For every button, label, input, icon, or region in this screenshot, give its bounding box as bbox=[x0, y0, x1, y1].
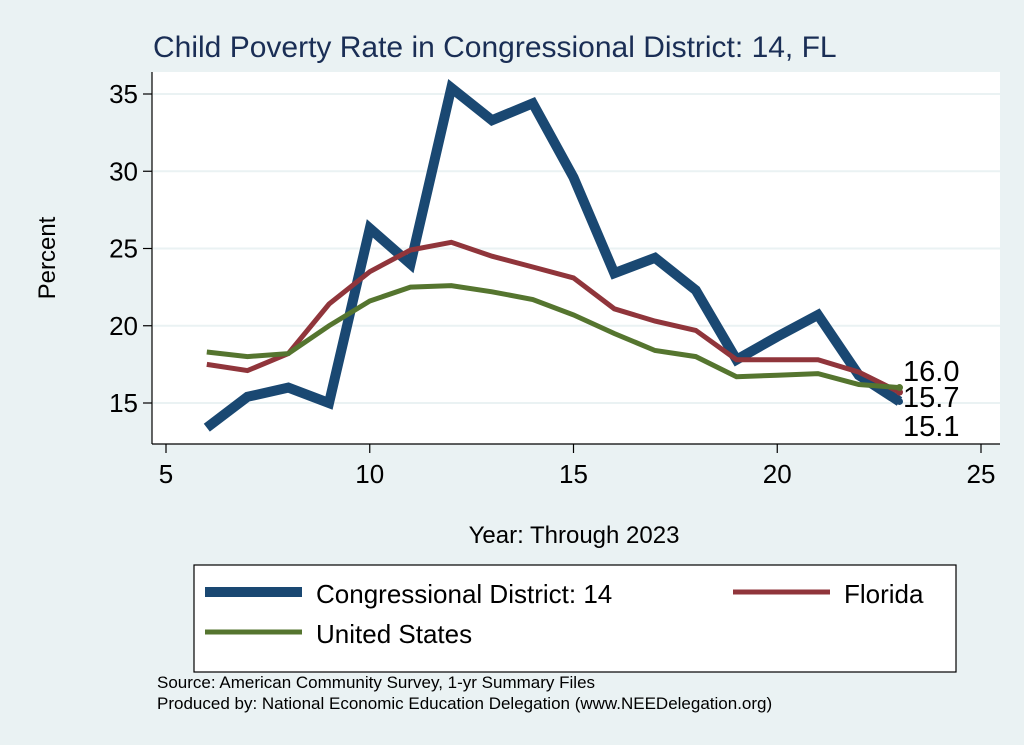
series-line-florida bbox=[206, 239, 901, 395]
y-tick-label: 35 bbox=[109, 79, 138, 109]
legend-label-cd: Congressional District: 14 bbox=[316, 579, 612, 609]
y-tick-label: 30 bbox=[109, 156, 138, 186]
x-tick-label: 25 bbox=[967, 459, 996, 489]
y-axis-label: Percent bbox=[34, 216, 61, 299]
y-ticks: 15 20 25 30 35 bbox=[109, 79, 152, 418]
legend-label-florida: Florida bbox=[844, 579, 924, 609]
series-end-marker bbox=[896, 384, 903, 392]
producer-note: Produced by: National Economic Education… bbox=[157, 694, 772, 713]
chart-title: Child Poverty Rate in Congressional Dist… bbox=[153, 31, 837, 64]
y-tick-label: 25 bbox=[109, 234, 138, 264]
series-line-congressional-district-14 bbox=[203, 78, 903, 432]
y-tick-label: 15 bbox=[109, 388, 138, 418]
x-axis-label: Year: Through 2023 bbox=[469, 522, 680, 549]
end-label-florida: 15.7 bbox=[903, 382, 959, 414]
gridlines bbox=[153, 93, 1000, 404]
y-tick-label: 20 bbox=[109, 311, 138, 341]
series-lines bbox=[203, 78, 903, 432]
legend-label-us: United States bbox=[316, 619, 472, 649]
legend: Congressional District: 14 Florida Unite… bbox=[193, 564, 957, 673]
x-tick-label: 5 bbox=[159, 459, 173, 489]
source-note: Source: American Community Survey, 1-yr … bbox=[157, 673, 595, 692]
x-ticks: 5 10 15 20 25 bbox=[159, 444, 996, 489]
end-label-cd: 15.1 bbox=[903, 411, 959, 443]
x-tick-label: 15 bbox=[559, 459, 588, 489]
legend-box bbox=[193, 564, 957, 673]
x-tick-label: 10 bbox=[355, 459, 384, 489]
x-tick-label: 20 bbox=[763, 459, 792, 489]
series-line-united-states bbox=[206, 283, 900, 391]
end-label-us: 16.0 bbox=[903, 356, 959, 388]
series-end-marker bbox=[896, 397, 903, 405]
